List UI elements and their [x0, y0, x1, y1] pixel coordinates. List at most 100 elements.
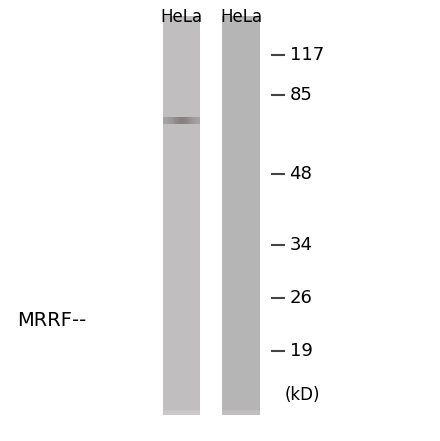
- Bar: [163, 91, 200, 410]
- Bar: [222, 299, 260, 411]
- Bar: [222, 139, 260, 410]
- Bar: [222, 276, 260, 411]
- Bar: [222, 262, 260, 411]
- Bar: [163, 149, 200, 410]
- Bar: [163, 78, 200, 410]
- Bar: [163, 107, 200, 410]
- Bar: [163, 24, 200, 409]
- Bar: [222, 88, 260, 410]
- Bar: [163, 396, 200, 412]
- Bar: [222, 227, 260, 411]
- Bar: [194, 117, 195, 124]
- Bar: [163, 45, 200, 409]
- Bar: [163, 299, 200, 411]
- Bar: [222, 198, 260, 411]
- Bar: [222, 382, 260, 411]
- Bar: [163, 203, 200, 411]
- Bar: [222, 158, 260, 410]
- Bar: [222, 69, 260, 410]
- Bar: [163, 136, 200, 410]
- Bar: [163, 364, 200, 411]
- Bar: [222, 40, 260, 409]
- Bar: [222, 201, 260, 411]
- Bar: [163, 83, 200, 410]
- Bar: [163, 409, 200, 412]
- Bar: [163, 163, 200, 410]
- Bar: [222, 364, 260, 411]
- Bar: [163, 211, 200, 411]
- Bar: [169, 117, 170, 124]
- Bar: [177, 117, 178, 124]
- Bar: [181, 117, 182, 124]
- Bar: [163, 337, 200, 411]
- Text: (kD): (kD): [285, 386, 321, 404]
- Bar: [193, 117, 194, 124]
- Bar: [163, 104, 200, 410]
- Bar: [163, 257, 200, 411]
- Bar: [173, 117, 174, 124]
- Bar: [163, 286, 200, 411]
- Bar: [222, 149, 260, 410]
- Bar: [222, 83, 260, 410]
- Bar: [222, 48, 260, 409]
- Bar: [163, 230, 200, 411]
- Bar: [163, 388, 200, 412]
- Bar: [163, 380, 200, 411]
- Bar: [222, 99, 260, 410]
- Bar: [163, 51, 200, 409]
- Bar: [163, 238, 200, 411]
- Bar: [163, 390, 200, 412]
- Bar: [222, 321, 260, 411]
- Bar: [163, 401, 200, 412]
- Bar: [222, 184, 260, 410]
- Bar: [163, 126, 200, 410]
- Bar: [222, 45, 260, 409]
- Bar: [222, 401, 260, 412]
- Bar: [163, 142, 200, 410]
- Bar: [163, 80, 200, 410]
- Bar: [222, 251, 260, 411]
- Bar: [163, 168, 200, 410]
- Text: MRRF--: MRRF--: [18, 310, 87, 330]
- Bar: [163, 16, 200, 409]
- Bar: [222, 214, 260, 411]
- Bar: [163, 214, 200, 411]
- Bar: [163, 64, 200, 410]
- Bar: [163, 88, 200, 410]
- Bar: [222, 166, 260, 410]
- Bar: [163, 174, 200, 410]
- Bar: [188, 117, 189, 124]
- Bar: [222, 26, 260, 409]
- Bar: [163, 369, 200, 411]
- Bar: [163, 412, 200, 415]
- Bar: [222, 120, 260, 410]
- Bar: [163, 227, 200, 411]
- Bar: [222, 152, 260, 410]
- Bar: [222, 292, 260, 411]
- Text: HeLa: HeLa: [161, 8, 203, 26]
- Bar: [222, 134, 260, 410]
- Bar: [163, 284, 200, 411]
- Bar: [222, 238, 260, 411]
- Bar: [163, 246, 200, 411]
- Bar: [163, 86, 200, 410]
- Bar: [163, 404, 200, 412]
- Bar: [199, 117, 200, 124]
- Bar: [222, 86, 260, 410]
- Bar: [163, 37, 200, 409]
- Bar: [222, 284, 260, 411]
- Bar: [222, 361, 260, 411]
- Bar: [222, 278, 260, 411]
- Bar: [163, 184, 200, 410]
- Bar: [222, 273, 260, 411]
- Bar: [222, 67, 260, 410]
- Bar: [163, 43, 200, 409]
- Bar: [222, 21, 260, 409]
- Bar: [176, 117, 177, 124]
- Bar: [222, 259, 260, 411]
- Bar: [163, 267, 200, 411]
- Bar: [163, 161, 200, 410]
- Bar: [222, 377, 260, 411]
- Bar: [222, 209, 260, 411]
- Bar: [163, 340, 200, 411]
